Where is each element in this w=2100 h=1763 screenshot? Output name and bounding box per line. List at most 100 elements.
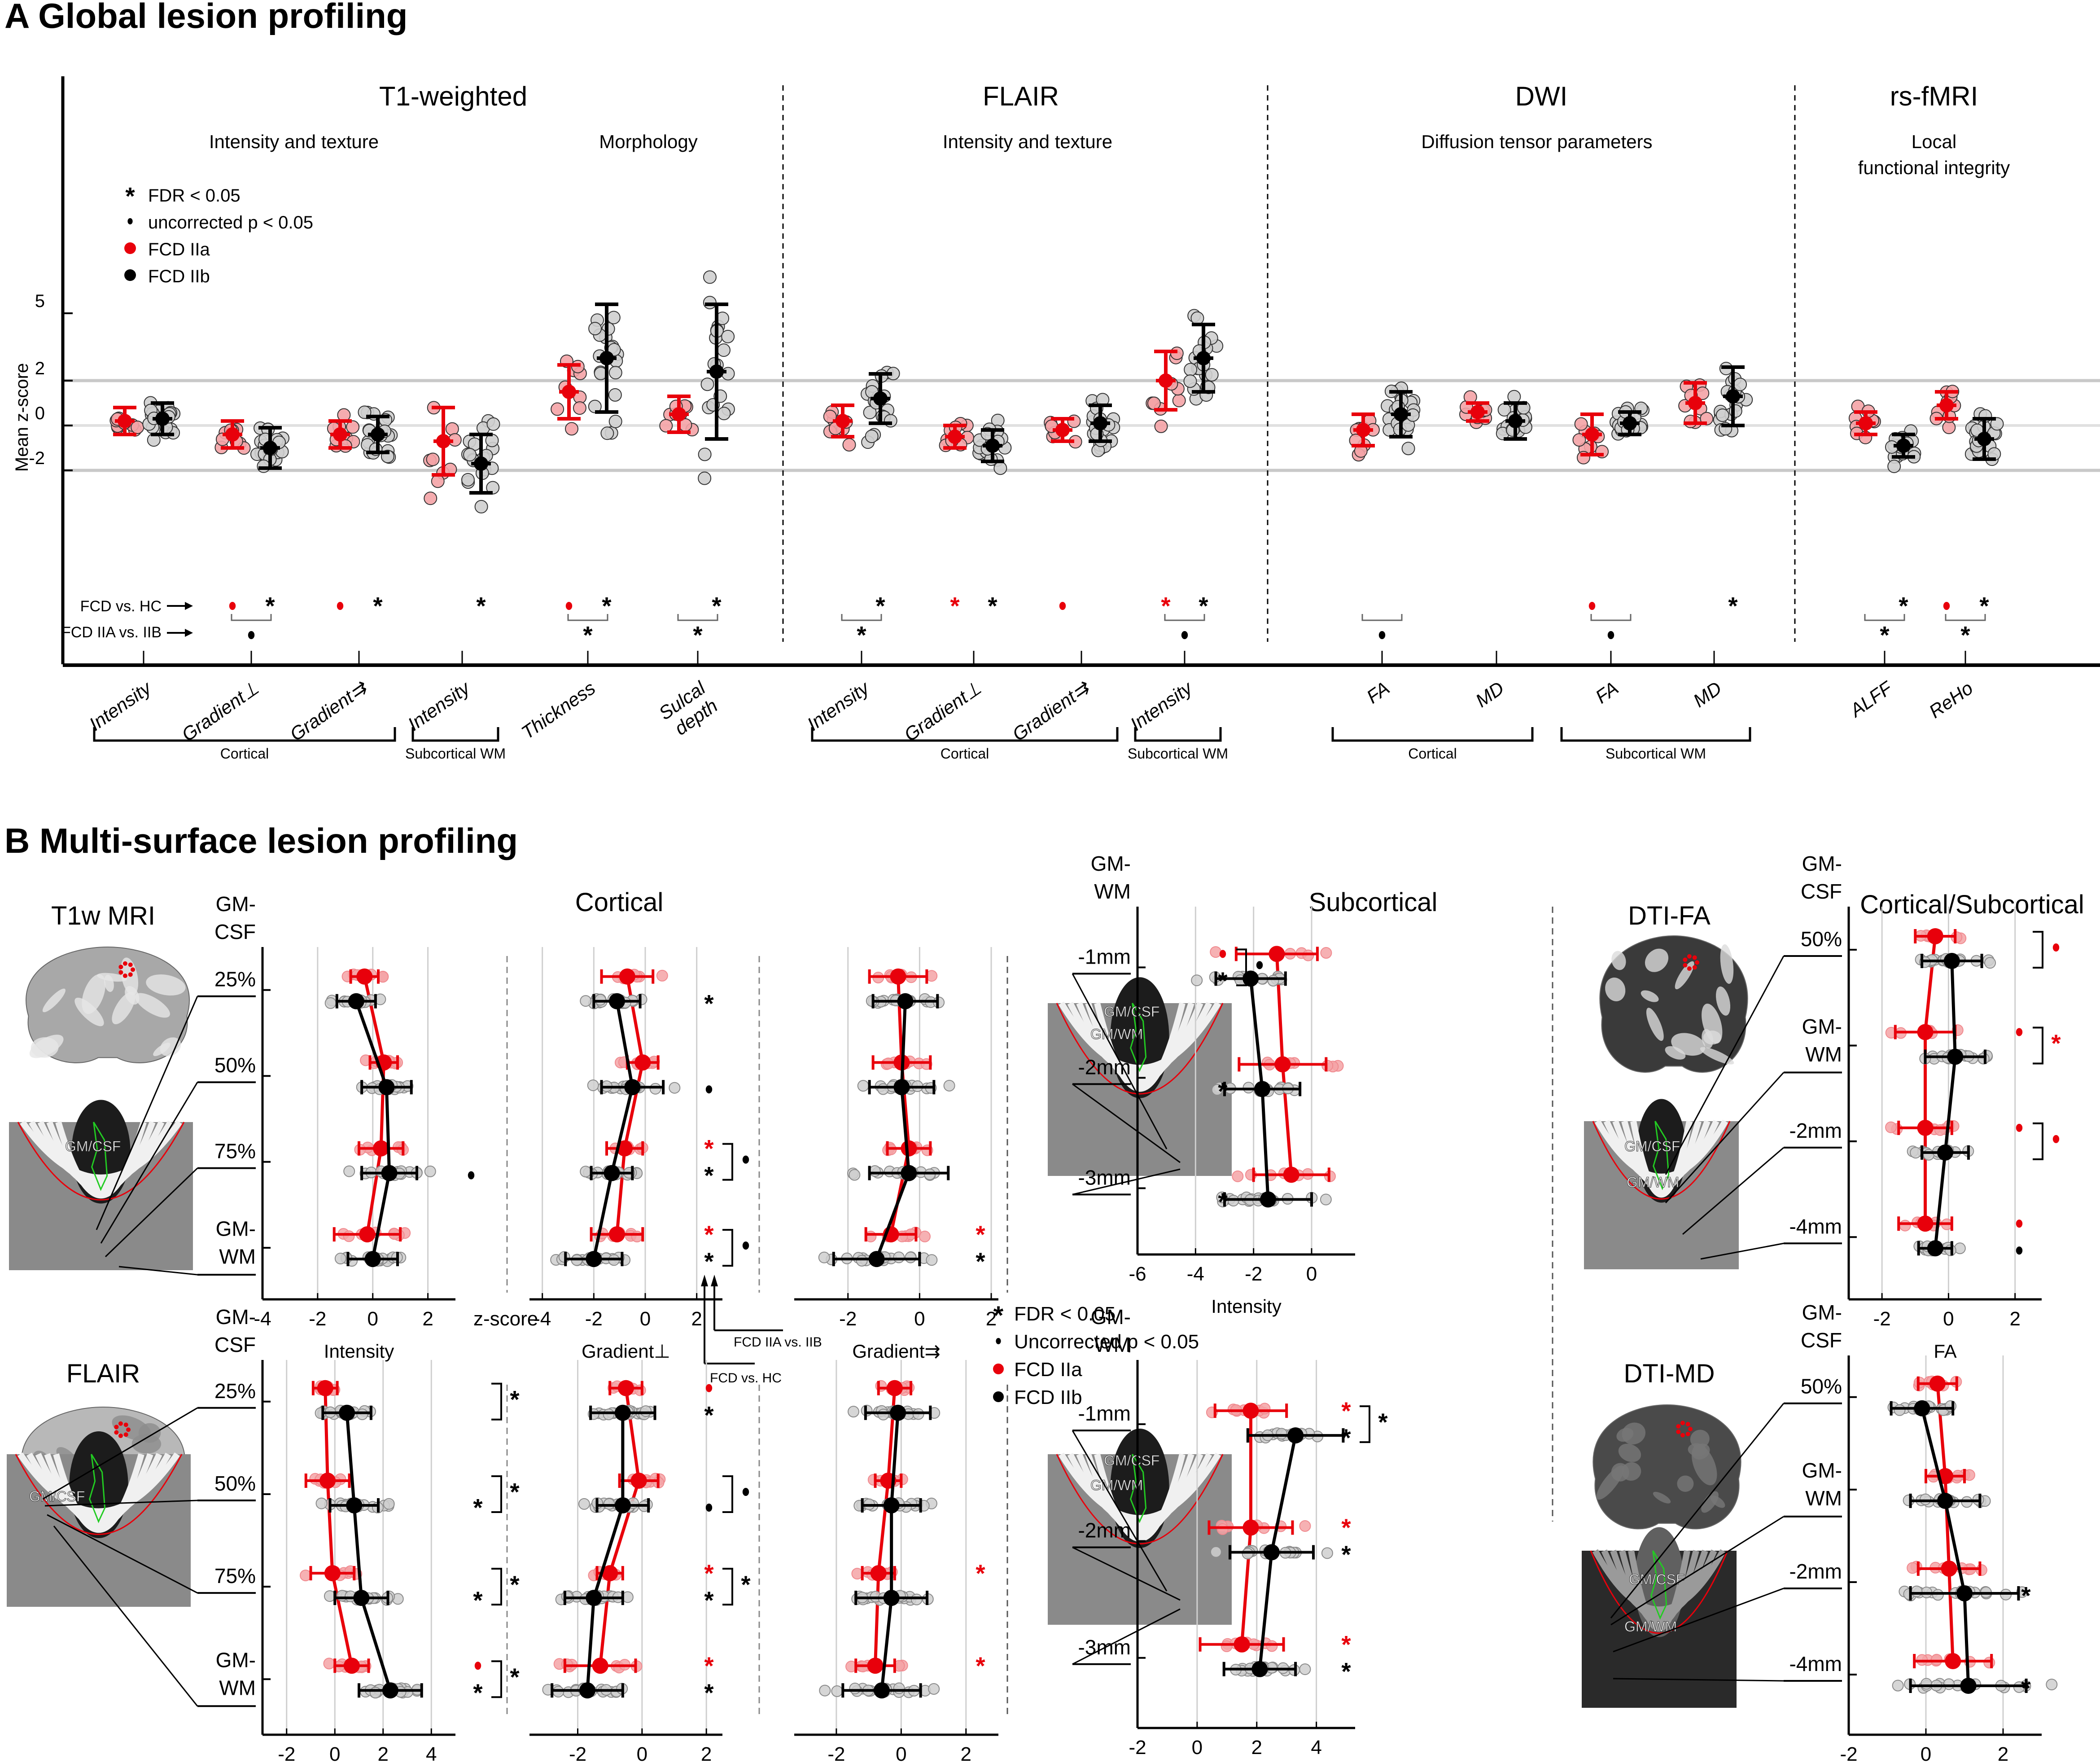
group-label: Subcortical WM <box>405 746 506 762</box>
group-bracket <box>93 727 396 742</box>
legend-label: FCD IIa <box>1014 1359 1082 1381</box>
legend-red-circle-icon <box>993 1364 1004 1374</box>
sig-hc-iib-asterisk: * <box>473 1679 483 1706</box>
brain-texture <box>146 974 186 996</box>
subject-point <box>1975 1564 1987 1576</box>
mean-marker <box>1585 427 1599 442</box>
lesion-marker-icon <box>114 1425 119 1430</box>
subject-point <box>587 1079 599 1092</box>
mean-marker <box>1859 416 1873 430</box>
comparison-bracket <box>491 1568 502 1606</box>
profile-line-fcd-iib <box>354 1000 391 1259</box>
legend-asterisk-icon: * <box>993 1301 1004 1330</box>
sig-hc-iib-asterisk: * <box>704 1162 714 1189</box>
subject-point <box>608 388 622 402</box>
gm-wm-boundary-line <box>15 1454 183 1535</box>
x-tick-label: -2 <box>309 1308 326 1330</box>
mean-marker <box>617 1140 633 1157</box>
subject-point <box>1899 1219 1911 1232</box>
x-tick-label: 0 <box>914 1308 925 1330</box>
level-label: GM- <box>1802 1015 1842 1038</box>
sig-iia-vs-iib-asterisk: * <box>583 622 593 649</box>
subject-point <box>383 1498 395 1510</box>
profile-plot: -2024Intensity******* <box>261 1360 520 1763</box>
section-subtitle: Morphology <box>599 131 697 152</box>
level-label: 25% <box>214 968 256 991</box>
mean-marker <box>1917 1215 1934 1232</box>
gm-wm-boundary-line <box>1590 1550 1728 1634</box>
comparison-bracket <box>1945 614 1986 621</box>
subject-point <box>1232 1170 1244 1182</box>
brain-texture <box>1702 1004 1723 1044</box>
mean-marker <box>890 1404 906 1421</box>
subject-point <box>928 1683 940 1695</box>
mean-marker <box>1242 1403 1259 1419</box>
lesion-marker-icon <box>1692 955 1697 960</box>
sig-iia-vs-iib-dot <box>2052 943 2060 952</box>
legend-label: FDR < 0.05 <box>148 186 241 206</box>
x-tick-label-line: Intensity <box>803 676 874 735</box>
arrow-head-icon <box>185 602 193 610</box>
mean-marker <box>1943 953 1960 969</box>
subject-point <box>594 994 606 1006</box>
group-bracket <box>411 727 499 742</box>
brain-thumbnail-t1 <box>26 946 190 1063</box>
data-group-fcd-iia <box>109 406 144 437</box>
x-tick-label-line: FA <box>1592 677 1622 708</box>
lesion-marker-icon <box>1685 1431 1690 1436</box>
subject-point <box>863 406 877 420</box>
sig-hc-iib-asterisk: * <box>976 1248 985 1275</box>
level-pointer-line <box>100 1082 198 1244</box>
lesion-marker-icon <box>1680 1433 1685 1438</box>
sig-hc-iib-asterisk: * <box>988 592 998 620</box>
x-axis-label: Gradient⊥ <box>582 1341 670 1362</box>
mean-marker <box>1896 439 1911 453</box>
subject-point <box>356 1408 368 1421</box>
level-pointer-line <box>1072 1547 1181 1601</box>
brain-texture <box>1671 1033 1706 1056</box>
subject-point <box>315 1497 328 1509</box>
x-tick-label-line: ReHo <box>1925 677 1977 722</box>
surface-inset-t1: GM/CSF <box>9 1100 193 1270</box>
subject-point <box>551 402 564 416</box>
subject-point <box>1990 417 2004 431</box>
mean-marker <box>1688 396 1702 410</box>
comparison-bracket <box>491 1660 502 1698</box>
level-label: -1mm <box>1078 1402 1131 1425</box>
sig-hc-iib-asterisk: * <box>704 1248 714 1275</box>
subject-point <box>893 1251 905 1263</box>
x-tick-label: 0 <box>329 1743 340 1763</box>
subject-point <box>1894 1404 1906 1416</box>
x-tick-label: -4 <box>534 1308 551 1330</box>
legend-black-circle-icon <box>124 269 136 281</box>
brain-texture <box>1605 977 1626 1001</box>
data-group-fcd-iia <box>659 395 699 437</box>
subject-point <box>831 1685 843 1697</box>
arrow-head-icon <box>711 1275 718 1286</box>
data-group-fcd-iib <box>1496 390 1532 441</box>
level-label: -2mm <box>1078 1055 1131 1079</box>
level-pointer-line <box>42 1407 198 1500</box>
profile-line-fcd-iia <box>1936 1383 1955 1662</box>
sig-hc-iib-asterisk: * <box>1899 592 1908 620</box>
subject-point <box>1299 1663 1311 1675</box>
x-tick-label: Gradient⇉ <box>286 676 372 745</box>
subject-point <box>1210 1546 1222 1558</box>
lesion-marker-icon <box>122 961 127 966</box>
subject-point <box>603 1408 615 1421</box>
x-tick-label: 0 <box>896 1743 906 1763</box>
panel-a-significance: FCD vs. HC FCD IIA vs. IIB * * * * * * * * * * * * *… <box>61 592 1989 649</box>
x-tick-label-line: Gradient⇉ <box>1008 676 1094 745</box>
subject-point <box>717 407 731 421</box>
data-group-fcd-iia <box>423 401 462 505</box>
surface-band <box>1603 1120 1719 1184</box>
subcortical-title: Subcortical <box>1309 888 1438 917</box>
level-labels-dti-md: GM- CSF 50% GM- WM -2mm -4mm <box>1610 1301 1842 1682</box>
modality-title: FLAIR <box>66 1359 140 1388</box>
mean-marker <box>619 968 635 985</box>
mean-marker <box>614 1497 631 1513</box>
cortical-title: Cortical <box>575 888 664 917</box>
subject-point <box>698 471 712 485</box>
subject-point <box>1267 975 1279 987</box>
sig-hc-iib-asterisk: * <box>704 1401 714 1429</box>
